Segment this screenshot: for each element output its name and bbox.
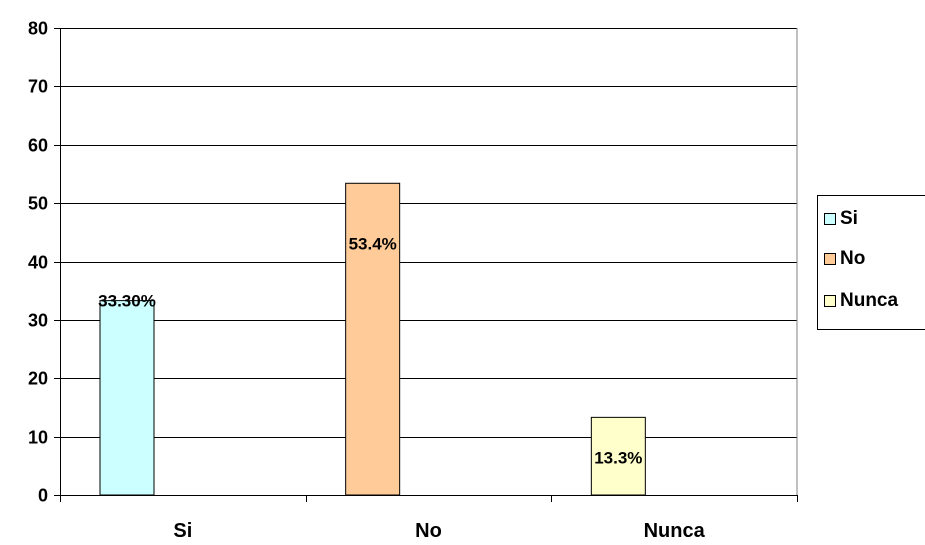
bar-no xyxy=(345,182,401,496)
legend-swatch-nunca xyxy=(824,295,836,307)
bar-si xyxy=(99,300,155,496)
data-label-si: 33.30% xyxy=(98,292,156,311)
data-labels: 33.30% 53.4% 13.3% xyxy=(98,234,642,467)
legend-swatch-no xyxy=(824,253,836,265)
x-tick-label: Si xyxy=(173,520,192,542)
gridlines xyxy=(60,28,797,438)
y-tick-label: 20 xyxy=(28,369,48,389)
x-tick-label: Nunca xyxy=(644,520,706,542)
bar-nunca xyxy=(590,416,646,496)
y-tick-label: 0 xyxy=(38,486,48,506)
legend-swatch-si xyxy=(824,213,836,225)
y-tick-label: 40 xyxy=(28,253,48,273)
legend-item-no: No xyxy=(824,248,865,270)
legend: Si No Nunca xyxy=(817,195,925,330)
y-tick-label: 80 xyxy=(28,19,48,39)
y-axis-ticks: 0 10 20 30 40 50 60 70 80 xyxy=(28,19,60,506)
legend-item-si: Si xyxy=(824,208,858,230)
x-tick-label: No xyxy=(415,520,442,542)
y-tick-label: 30 xyxy=(28,311,48,331)
y-tick-label: 50 xyxy=(28,194,48,214)
legend-item-nunca: Nunca xyxy=(824,290,898,312)
legend-label-si: Si xyxy=(840,208,858,229)
y-tick-label: 60 xyxy=(28,136,48,156)
legend-label-no: No xyxy=(840,248,866,269)
legend-label-nunca: Nunca xyxy=(840,290,899,311)
axes xyxy=(60,28,798,496)
x-axis-ticks: Si No Nunca xyxy=(60,495,798,542)
y-tick-label: 10 xyxy=(28,428,48,448)
data-label-nunca: 13.3% xyxy=(594,448,642,467)
bars xyxy=(99,182,646,496)
data-label-no: 53.4% xyxy=(349,234,397,253)
y-tick-label: 70 xyxy=(28,77,48,97)
